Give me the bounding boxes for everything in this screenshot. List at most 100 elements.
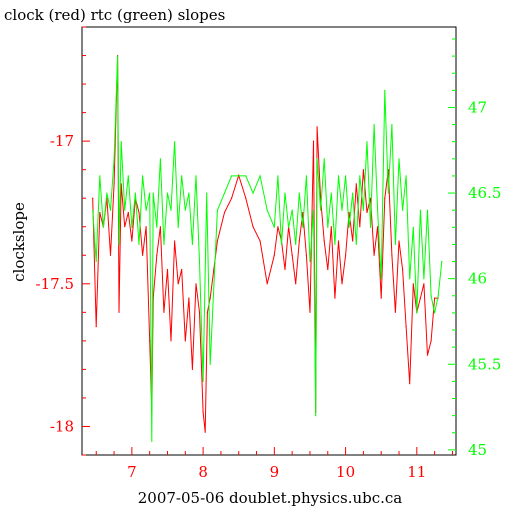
data-point-rtc [145,209,147,211]
data-point-rtc [327,226,329,228]
data-point-rtc [181,175,183,177]
data-point-rtc [131,226,133,228]
data-point-rtc [369,226,372,228]
data-point-rtc [398,158,400,160]
left-y-tick-label: -18 [50,417,74,435]
plot-frame [81,26,457,456]
data-point-clock [359,226,361,228]
series-line-rtc [92,56,443,442]
data-point-rtc [288,226,290,228]
data-point-rtc [184,209,186,211]
data-point-rtc [209,363,211,365]
data-point-clock [188,297,190,299]
data-point-rtc [345,175,347,177]
data-point-rtc [316,158,318,160]
data-point-rtc [298,192,300,194]
data-point-rtc [231,175,233,177]
left-y-axis-ticks: -18 -17.5 -17 [36,26,90,456]
data-point-clock [291,254,293,256]
x-tick-label: 7 [127,463,137,481]
data-point-rtc [127,175,129,177]
data-point-clock [295,283,297,285]
data-point-clock [323,240,325,242]
data-point-clock [202,411,204,413]
data-point-rtc [195,175,197,177]
data-point-rtc [426,209,429,211]
data-point-rtc [337,175,340,177]
data-point-rtc [223,192,226,194]
data-point-rtc [149,192,151,194]
data-point-rtc [206,192,208,194]
data-point-rtc [373,124,375,126]
data-point-rtc [124,209,126,211]
series-line-clock [92,55,439,433]
right-y-tick-label: 46.5 [468,184,501,202]
data-point-rtc [394,243,396,245]
data-point-clock [377,226,379,228]
data-point-rtc [238,175,240,177]
right-y-tick-label: 45.5 [468,355,501,373]
x-axis-label: 2007-05-06 doublet.physics.ubc.ca [138,489,403,507]
data-point-clock [231,197,233,199]
right-y-tick-label: 45 [468,441,487,459]
data-point-clock [124,226,126,228]
data-point-clock [369,197,372,199]
data-point-clock [394,311,396,313]
data-point-rtc [106,192,108,194]
chart-title: clock (red) rtc (green) slopes [4,6,225,24]
data-point-rtc [409,278,411,280]
data-point-clock [380,297,382,299]
data-point-clock [423,283,425,285]
data-point-rtc [277,175,279,177]
data-point-clock [191,368,193,370]
data-point-clock [118,311,120,313]
data-point-clock [402,268,404,271]
data-point-rtc [291,209,293,211]
data-point-rtc [384,89,386,91]
data-point-rtc [430,295,432,297]
data-point-rtc [151,440,153,442]
data-point-rtc [412,226,414,228]
data-point-clock [204,431,206,433]
data-point-rtc [159,158,161,160]
data-point-clock [213,268,215,271]
data-point-clock [334,297,336,299]
x-tick-label: 11 [407,463,426,481]
data-point-rtc [109,209,112,211]
data-point-clock [245,197,247,199]
data-point-clock [305,254,307,256]
right-y-tick-label: 47 [468,98,487,116]
data-point-clock [384,197,386,199]
left-y-tick-label: -17.5 [36,275,74,293]
data-point-clock [430,340,432,342]
data-point-clock [302,211,304,214]
data-point-clock [277,226,279,228]
data-point-rtc [320,209,322,211]
data-point-clock [391,254,393,256]
data-point-clock [149,340,151,342]
data-point-clock [198,311,201,313]
data-point-clock [259,240,261,242]
data-point-rtc [252,192,254,194]
data-point-clock [409,383,411,385]
data-point-clock [174,240,176,242]
data-point-rtc [348,226,350,228]
data-point-rtc [170,209,172,211]
x-axis-ticks: 7 8 9 10 11 [95,447,453,481]
data-point-rtc [117,55,119,57]
data-point-rtc [174,141,176,143]
data-point-rtc [315,415,317,417]
data-point-rtc [177,226,179,228]
right-y-axis-ticks: 45 45.5 46 46.5 47 [448,38,501,459]
data-point-rtc [366,141,368,143]
data-point-clock [181,268,183,271]
data-point-clock [113,183,115,185]
data-point-clock [298,240,300,242]
data-point-clock [170,340,172,342]
data-point-clock [145,226,147,228]
data-point-rtc [380,278,382,280]
data-point-clock [366,211,368,214]
data-point-clock [216,240,218,242]
data-point-rtc [259,175,261,177]
